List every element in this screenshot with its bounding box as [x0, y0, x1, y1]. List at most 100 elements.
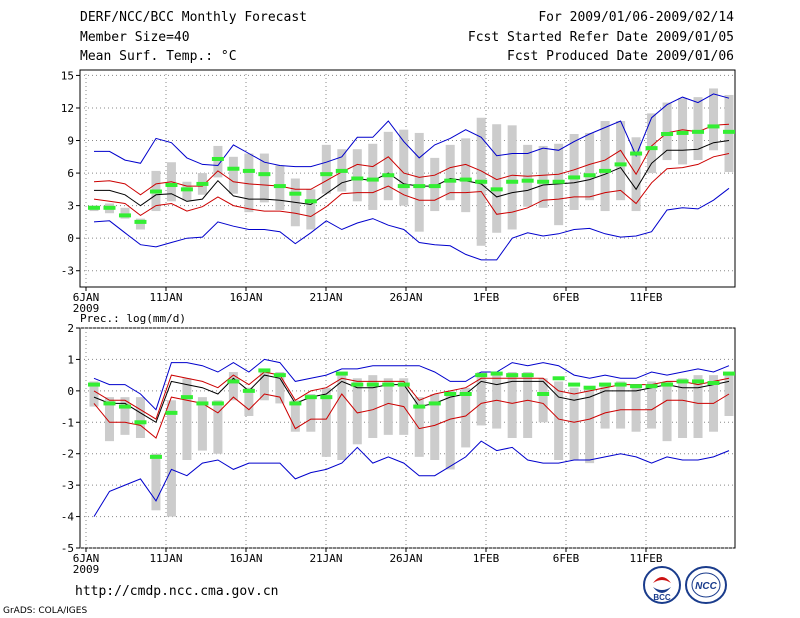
upper-line	[93, 123, 730, 196]
obs-marker	[320, 395, 333, 400]
bcc-logo-icon: BCC	[643, 566, 681, 604]
spread-box	[244, 387, 254, 416]
min-line	[93, 187, 730, 261]
obs-marker	[661, 132, 674, 137]
obs-marker	[444, 392, 457, 396]
obs-marker	[568, 382, 581, 387]
spread-box	[709, 88, 719, 151]
mean-line	[93, 374, 730, 424]
obs-marker	[211, 401, 224, 406]
obs-marker	[351, 176, 364, 181]
obs-marker	[490, 371, 503, 376]
x-tick-label: 26JAN	[389, 291, 422, 304]
spread-box	[151, 453, 161, 511]
x-tick-label: 26JAN	[389, 552, 422, 565]
obs-marker	[242, 388, 255, 393]
spread-box	[213, 400, 223, 454]
obs-marker	[149, 454, 162, 459]
obs-marker	[459, 177, 472, 182]
spread-box	[631, 384, 641, 432]
obs-marker	[211, 156, 224, 161]
obs-marker	[723, 129, 735, 134]
obs-marker	[88, 205, 100, 210]
x-tick-label: 1FEB	[473, 552, 500, 565]
y-tick-label: 0	[67, 385, 74, 398]
spread-box	[569, 134, 579, 210]
obs-marker	[630, 384, 643, 389]
obs-marker	[599, 382, 612, 387]
spread-box	[461, 138, 471, 213]
spread-box	[662, 102, 672, 161]
spread-box	[120, 397, 130, 435]
member-size: Member Size=40	[80, 30, 190, 45]
y-tick-label: -3	[61, 265, 74, 278]
obs-marker	[335, 371, 348, 376]
temp-variable-label: Mean Surf. Temp.: °C	[80, 49, 237, 64]
temperature-panel: -3 0 3 6 9 12 15 6JAN 11JAN 16JAN 21JAN 26JAN 1FEB 6F…	[61, 69, 736, 315]
obs-marker	[196, 401, 209, 406]
spread-box	[647, 113, 657, 174]
x-tick-label: 6FEB	[553, 552, 580, 565]
spread-box	[228, 372, 238, 401]
spread-box	[135, 218, 145, 230]
obs-marker	[103, 205, 116, 210]
obs-marker	[521, 373, 534, 378]
y-tick-label: -1	[61, 416, 74, 429]
obs-marker	[583, 173, 596, 178]
obs-marker	[242, 168, 255, 173]
spread-box	[228, 156, 238, 194]
spread-box	[197, 397, 207, 451]
obs-marker	[475, 179, 488, 184]
obs-marker	[289, 191, 302, 196]
obs-marker	[459, 392, 472, 396]
obs-marker	[134, 420, 147, 425]
x-tick-label: 11JAN	[149, 552, 182, 565]
spread-box	[399, 129, 409, 206]
obs-marker	[304, 199, 317, 204]
obs-marker	[227, 166, 240, 171]
obs-marker	[707, 381, 720, 385]
spread-box	[461, 387, 471, 448]
plot-frame	[79, 327, 736, 549]
spread-box	[616, 120, 626, 201]
obs-marker	[521, 178, 534, 183]
y-tick-label: -5	[61, 542, 74, 555]
x-tick-label: 11FEB	[629, 291, 662, 304]
spread-box	[600, 120, 610, 212]
obs-marker	[599, 168, 612, 173]
obs-marker	[614, 162, 627, 167]
spread-box	[523, 372, 533, 438]
spread-box	[306, 189, 316, 230]
x-tick-label: 16JAN	[229, 291, 262, 304]
obs-marker	[258, 172, 271, 177]
precip-variable-label: Prec.: log(mm/d)	[80, 312, 186, 325]
spread-box	[368, 375, 378, 438]
spread-box	[135, 397, 145, 438]
spread-box	[476, 372, 486, 426]
website-url: http://cmdp.ncc.cma.gov.cn	[75, 584, 279, 599]
start-date: Fcst Started Refer Date 2009/01/05	[467, 30, 734, 45]
y-tick-label: 1	[67, 353, 74, 366]
obs-marker	[676, 379, 689, 384]
x-tick-label: 6JAN	[73, 291, 100, 304]
spread-box	[368, 143, 378, 210]
spread-box	[290, 400, 300, 432]
obs-marker	[692, 129, 705, 134]
obs-marker	[490, 187, 503, 192]
obs-marker	[227, 379, 240, 384]
obs-marker	[723, 371, 735, 376]
obs-marker	[289, 401, 302, 406]
spread-box	[166, 400, 176, 517]
obs-marker	[273, 373, 286, 378]
lower-line	[93, 153, 730, 218]
obs-marker	[180, 395, 193, 400]
spread-box	[414, 132, 424, 232]
spread-box	[104, 397, 114, 442]
ncc-logo-icon: NCC	[685, 566, 727, 604]
plot-frame	[79, 69, 736, 288]
spread-box	[213, 145, 223, 178]
obs-marker	[537, 179, 550, 184]
spread-box	[616, 381, 626, 429]
spread-box	[585, 387, 595, 464]
obs-marker	[397, 382, 410, 387]
